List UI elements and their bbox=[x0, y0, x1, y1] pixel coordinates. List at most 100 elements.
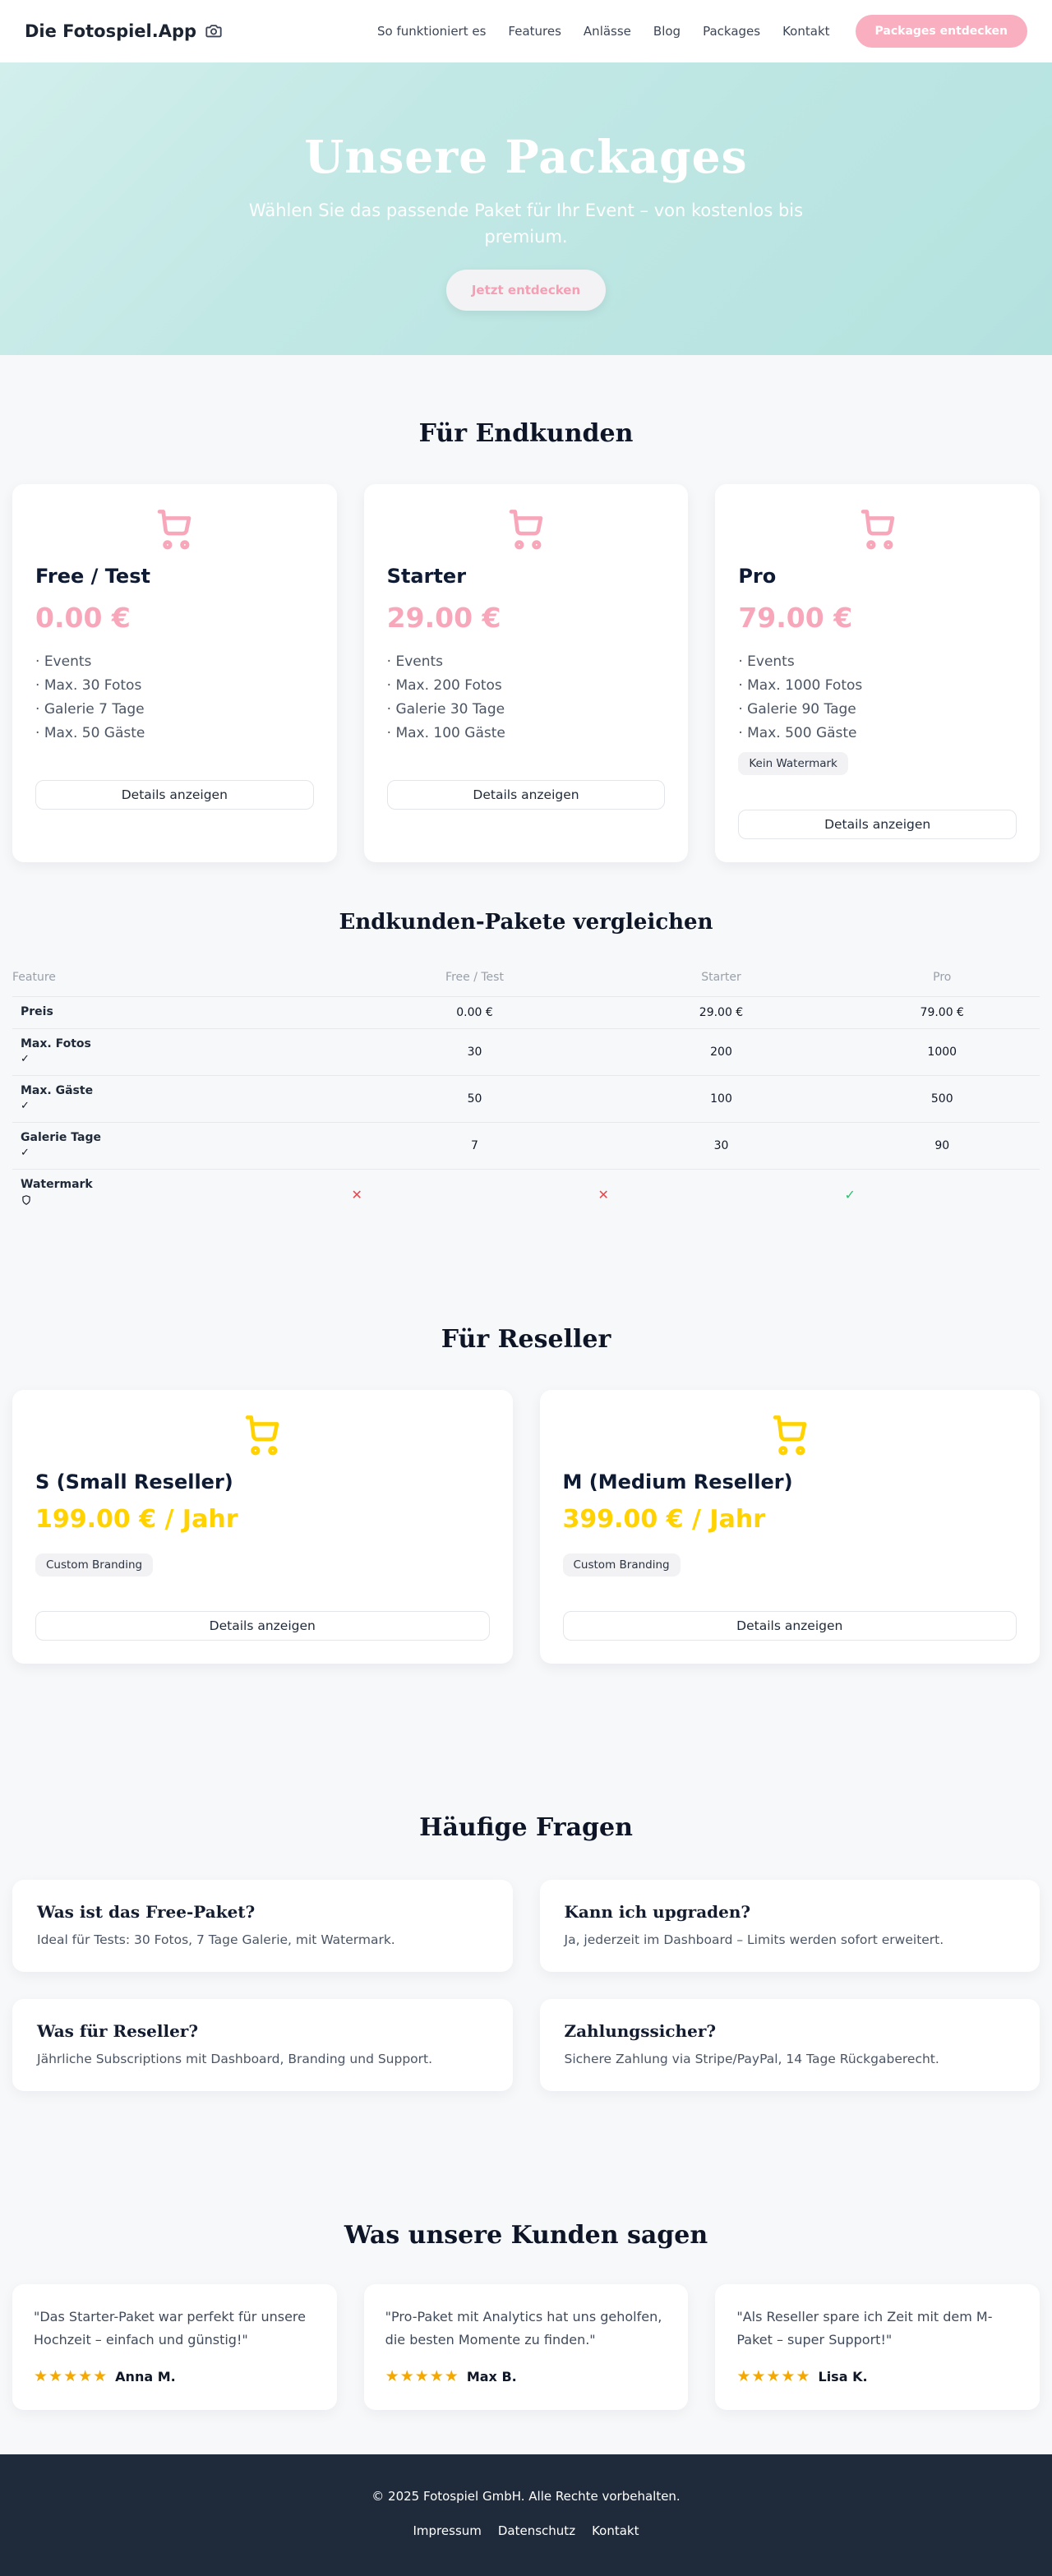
shopping-cart-icon bbox=[35, 1411, 490, 1461]
star-rating-icon: ★★★★★ bbox=[736, 2367, 811, 2386]
logo-text: Die Fotospiel.App bbox=[25, 21, 197, 41]
testimonial-card: "Das Starter-Paket war perfekt für unser… bbox=[12, 2283, 337, 2411]
section-endkunden: Für Endkunden Free / Test 0.00 € EventsM… bbox=[12, 355, 1040, 862]
hero-title: Unsere Packages bbox=[304, 130, 748, 183]
nav-link[interactable]: Blog bbox=[653, 24, 681, 39]
comparison-value-cell: 30 bbox=[713, 1138, 729, 1152]
feature-label: Preis bbox=[21, 1004, 53, 1018]
details-button[interactable]: Details anzeigen bbox=[386, 779, 666, 810]
package-price: 199.00 € / Jahr bbox=[35, 1504, 238, 1534]
nav-link[interactable]: Anlässe bbox=[583, 24, 631, 39]
package-price: 399.00 € / Jahr bbox=[562, 1504, 766, 1534]
vergleich-heading: Endkunden-Pakete vergleichen bbox=[339, 909, 713, 935]
feature-list: EventsMax. 200 FotosGalerie 30 TageMax. … bbox=[387, 650, 666, 746]
nav-link[interactable]: Features bbox=[508, 24, 561, 39]
header: Die Fotospiel.App So funktioniert es Feat… bbox=[0, 0, 1052, 62]
nav-link[interactable]: Packages bbox=[703, 24, 761, 39]
camera-icon bbox=[205, 25, 222, 38]
testimonials-heading: Was unsere Kunden sagen bbox=[344, 2220, 708, 2250]
footer: © 2025 Fotospiel GmbH. Alle Rechte vorbe… bbox=[0, 2454, 1052, 2576]
comparison-value-cell: 30 bbox=[467, 1045, 482, 1059]
footer-link[interactable]: Impressum bbox=[413, 2523, 482, 2539]
testimonial-quote: "Als Reseller spare ich Zeit mit dem M-P… bbox=[736, 2308, 993, 2348]
feature-item: Galerie 7 Tage bbox=[35, 698, 314, 722]
package-card: Starter 29.00 € EventsMax. 200 FotosGale… bbox=[363, 484, 689, 862]
feature-item: Max. 50 Gäste bbox=[35, 722, 314, 746]
feature-label: Max. Fotos bbox=[21, 1036, 91, 1050]
section-testimonials: Was unsere Kunden sagen "Das Starter-Pak… bbox=[12, 2221, 1040, 2411]
comparison-table: Feature Free / Test Starter Pro Preis 0.00 … bbox=[12, 961, 1040, 1220]
star-rating-icon: ★★★★★ bbox=[34, 2367, 108, 2386]
feature-item: Max. 100 Gäste bbox=[387, 722, 666, 746]
header-cta-button[interactable]: Packages entdecken bbox=[855, 15, 1027, 48]
footer-copyright: © 2025 Fotospiel GmbH. Alle Rechte vorbe… bbox=[371, 2489, 681, 2504]
feature-item: Max. 500 Gäste bbox=[738, 722, 1017, 746]
faq-answer: Ja, jederzeit im Dashboard – Limits werd… bbox=[564, 1932, 944, 1947]
feature-item: Max. 30 Fotos bbox=[35, 674, 314, 698]
comparison-value-cell: 90 bbox=[934, 1138, 950, 1152]
endkunden-heading: Für Endkunden bbox=[418, 419, 634, 448]
details-button[interactable]: Details anzeigen bbox=[35, 1610, 490, 1641]
comparison-row: Galerie Tage ✓ 7 30 90 bbox=[12, 1122, 1040, 1169]
column-header: Feature bbox=[12, 970, 56, 984]
endkunden-cards: Free / Test 0.00 € EventsMax. 30 FotosGa… bbox=[12, 484, 1040, 862]
package-name: S (Small Reseller) bbox=[35, 1470, 233, 1493]
hero-cta-button[interactable]: Jetzt entdecken bbox=[445, 270, 607, 311]
comparison-row: Max. Gäste ✓ 50 100 500 bbox=[12, 1075, 1040, 1122]
package-card: M (Medium Reseller) 399.00 € / Jahr Cust… bbox=[539, 1389, 1040, 1664]
details-button[interactable]: Details anzeigen bbox=[562, 1610, 1017, 1641]
comparison-row: Watermark ✕ ✕ ✓ bbox=[12, 1169, 1040, 1220]
comparison-value-cell: 29.00 € bbox=[699, 1005, 744, 1019]
comparison-row: Preis 0.00 € 29.00 € 79.00 € bbox=[12, 996, 1040, 1028]
faq-answer: Ideal für Tests: 30 Fotos, 7 Tage Galeri… bbox=[37, 1932, 395, 1947]
details-button[interactable]: Details anzeigen bbox=[738, 809, 1017, 839]
faq-question: Zahlungssicher? bbox=[564, 2020, 717, 2041]
logo[interactable]: Die Fotospiel.App bbox=[25, 21, 223, 41]
feature-item: Galerie 90 Tage bbox=[738, 698, 1017, 722]
check-icon: ✓ bbox=[21, 1052, 30, 1065]
column-header: Starter bbox=[701, 970, 741, 984]
shopping-cart-icon bbox=[563, 1411, 1017, 1461]
package-price: 29.00 € bbox=[386, 602, 501, 634]
package-badge: Custom Branding bbox=[562, 1553, 681, 1577]
nav-link[interactable]: Kontakt bbox=[782, 24, 830, 39]
cross-icon: ✕ bbox=[598, 1186, 609, 1203]
footer-link[interactable]: Datenschutz bbox=[497, 2523, 576, 2539]
feature-label: Galerie Tage bbox=[21, 1130, 102, 1144]
shopping-cart-icon bbox=[738, 506, 1017, 555]
cross-icon: ✕ bbox=[351, 1186, 362, 1203]
reseller-cards: S (Small Reseller) 199.00 € / Jahr Custo… bbox=[12, 1389, 1040, 1664]
comparison-body: Preis 0.00 € 29.00 € 79.00 € Max. Fotos ✓ … bbox=[12, 996, 1040, 1220]
faq-question: Kann ich upgraden? bbox=[564, 1901, 751, 1922]
faq-question: Was ist das Free-Paket? bbox=[37, 1901, 256, 1922]
testimonial-name: Anna M. bbox=[115, 2368, 176, 2384]
footer-link[interactable]: Kontakt bbox=[592, 2523, 639, 2539]
feature-item: Galerie 30 Tage bbox=[387, 698, 666, 722]
faq-card: Zahlungssicher? Sichere Zahlung via Stri… bbox=[539, 1998, 1040, 2091]
package-name: Starter bbox=[386, 565, 467, 588]
comparison-value-cell: 50 bbox=[467, 1092, 482, 1106]
package-price: 79.00 € bbox=[738, 602, 853, 634]
nav-link[interactable]: So funktioniert es bbox=[376, 24, 487, 39]
testimonial-card: "Pro-Paket mit Analytics hat uns geholfe… bbox=[363, 2283, 689, 2411]
feature-label: Max. Gäste bbox=[21, 1083, 94, 1097]
feature-list: EventsMax. 30 FotosGalerie 7 TageMax. 50… bbox=[35, 650, 314, 746]
package-card: S (Small Reseller) 199.00 € / Jahr Custo… bbox=[12, 1389, 513, 1664]
feature-item: Events bbox=[35, 650, 314, 674]
comparison-bool-cell: ✕ bbox=[352, 1169, 598, 1220]
details-button[interactable]: Details anzeigen bbox=[35, 779, 314, 810]
testimonials-grid: "Das Starter-Paket war perfekt für unser… bbox=[12, 2283, 1040, 2411]
testimonial-name: Lisa K. bbox=[818, 2368, 868, 2384]
main-nav: So funktioniert es Features Anlässe Blog Pac… bbox=[377, 15, 1027, 48]
faq-card: Was ist das Free-Paket? Ideal für Tests:… bbox=[12, 1879, 513, 1972]
package-name: Pro bbox=[738, 565, 777, 588]
shopping-cart-icon bbox=[35, 506, 314, 555]
star-rating-icon: ★★★★★ bbox=[385, 2367, 459, 2386]
hero-subtitle: Wählen Sie das passende Paket für Ihr Ev… bbox=[248, 201, 804, 247]
package-card: Free / Test 0.00 € EventsMax. 30 FotosGa… bbox=[12, 484, 337, 862]
comparison-value-cell: 7 bbox=[471, 1138, 478, 1152]
comparison-value-cell: 500 bbox=[930, 1092, 953, 1106]
section-reseller: Für Reseller S (Small Reseller) 199.00 €… bbox=[12, 1325, 1040, 1664]
shield-icon bbox=[21, 1193, 352, 1210]
footer-links: Impressum Datenschutz Kontakt bbox=[0, 2523, 1052, 2538]
